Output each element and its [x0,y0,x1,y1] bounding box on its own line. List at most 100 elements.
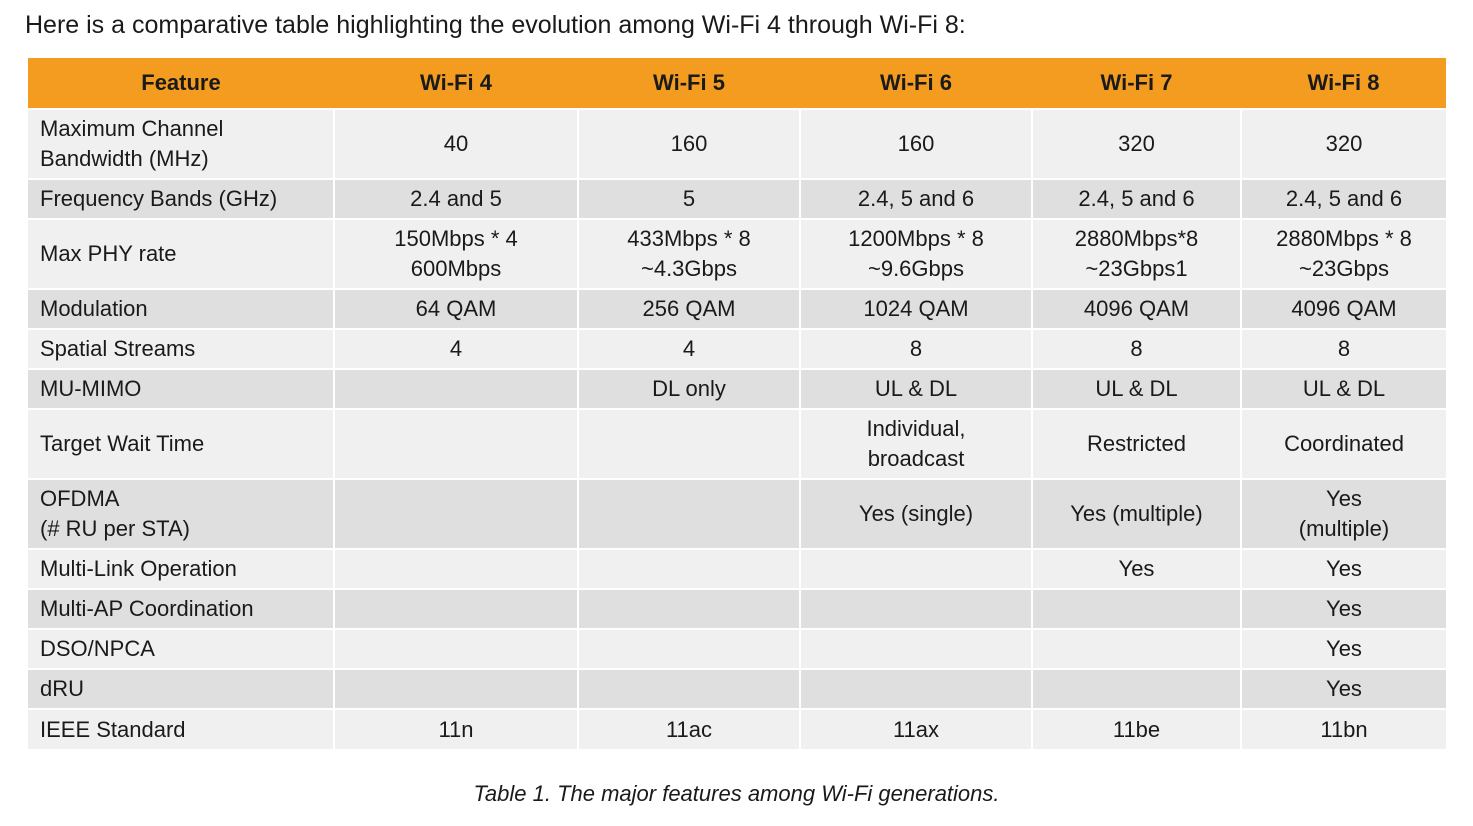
table-row: DSO/NPCA Yes [28,628,1446,669]
cell-wifi7: Restricted [1031,408,1241,479]
cell-wifi6: 1024 QAM [799,288,1032,329]
table-caption: Table 1. The major features among Wi-Fi … [473,781,1000,806]
cell-wifi7: 2880Mbps*8 ~23Gbps1 [1031,218,1241,289]
cell-wifi8: 4096 QAM [1240,288,1446,329]
comparison-table: Feature Wi-Fi 4 Wi-Fi 5 Wi-Fi 6 Wi-Fi 7 … [28,58,1446,749]
table-row: Max PHY rate 150Mbps * 4 600Mbps 433Mbps * … [28,218,1446,289]
cell-feature: Multi-AP Coordination [28,588,334,629]
table-row: Multi-AP Coordination Yes [28,588,1446,629]
cell-wifi4: 4 [333,328,578,369]
cell-wifi7: 2.4, 5 and 6 [1031,178,1241,219]
header-cell-wifi8: Wi-Fi 8 [1241,58,1446,110]
cell-wifi8: Yes [1240,588,1446,629]
cell-wifi4 [333,548,578,589]
cell-feature: dRU [28,668,334,709]
cell-wifi7 [1031,668,1241,709]
cell-wifi7: 8 [1031,328,1241,369]
cell-wifi4 [333,668,578,709]
cell-wifi6: 1200Mbps * 8 ~9.6Gbps [799,218,1032,289]
cell-wifi5 [577,548,800,589]
cell-wifi7 [1031,628,1241,669]
cell-feature: Maximum Channel Bandwidth (MHz) [28,108,334,179]
cell-feature: Modulation [28,288,334,329]
cell-wifi5 [577,588,800,629]
cell-wifi6: UL & DL [799,368,1032,409]
cell-wifi6: Yes (single) [799,478,1032,549]
header-cell-wifi5: Wi-Fi 5 [578,58,800,110]
table-row: Target Wait Time Individual, broadcast Rest… [28,408,1446,479]
table-row: Frequency Bands (GHz) 2.4 and 5 5 2.4, 5 an… [28,178,1446,219]
cell-wifi4 [333,408,578,479]
table-row: MU-MIMO DL only UL & DL UL & DL UL & DL [28,368,1446,409]
cell-wifi5: 11ac [577,708,800,749]
cell-feature: Max PHY rate [28,218,334,289]
cell-wifi5: 5 [577,178,800,219]
cell-feature: Multi-Link Operation [28,548,334,589]
cell-feature: DSO/NPCA [28,628,334,669]
cell-feature: Target Wait Time [28,408,334,479]
table-row: dRU Yes [28,668,1446,709]
cell-wifi7: Yes (multiple) [1031,478,1241,549]
cell-wifi6: Individual, broadcast [799,408,1032,479]
cell-feature: Spatial Streams [28,328,334,369]
cell-wifi5: 433Mbps * 8 ~4.3Gbps [577,218,800,289]
cell-wifi8: Yes (multiple) [1240,478,1446,549]
header-cell-feature: Feature [28,58,334,110]
table-row: Spatial Streams 4 4 8 8 8 [28,328,1446,369]
cell-wifi8: 2.4, 5 and 6 [1240,178,1446,219]
cell-wifi6 [799,548,1032,589]
table-body: Maximum Channel Bandwidth (MHz) 40 160 160 32… [28,108,1446,749]
cell-wifi7: Yes [1031,548,1241,589]
cell-feature: OFDMA (# RU per STA) [28,478,334,549]
cell-wifi7: 320 [1031,108,1241,179]
cell-wifi6 [799,588,1032,629]
cell-wifi7 [1031,588,1241,629]
cell-wifi6 [799,668,1032,709]
cell-wifi8: 320 [1240,108,1446,179]
table-row: Maximum Channel Bandwidth (MHz) 40 160 160 32… [28,108,1446,179]
cell-wifi5: 160 [577,108,800,179]
cell-wifi8: Yes [1240,548,1446,589]
header-cell-wifi6: Wi-Fi 6 [800,58,1032,110]
cell-wifi8: UL & DL [1240,368,1446,409]
table-header-row: Feature Wi-Fi 4 Wi-Fi 5 Wi-Fi 6 Wi-Fi 7 … [28,58,1446,110]
cell-wifi8: 8 [1240,328,1446,369]
cell-wifi5 [577,478,800,549]
header-cell-wifi7: Wi-Fi 7 [1032,58,1241,110]
cell-wifi8: Coordinated [1240,408,1446,479]
cell-wifi5: 256 QAM [577,288,800,329]
cell-wifi4 [333,628,578,669]
cell-wifi8: 11bn [1240,708,1446,749]
cell-wifi4: 40 [333,108,578,179]
cell-wifi4 [333,588,578,629]
header-cell-wifi4: Wi-Fi 4 [334,58,578,110]
cell-wifi5 [577,628,800,669]
cell-wifi5 [577,408,800,479]
cell-wifi4: 11n [333,708,578,749]
cell-wifi4 [333,368,578,409]
cell-wifi4 [333,478,578,549]
cell-wifi6: 2.4, 5 and 6 [799,178,1032,219]
cell-wifi7: 4096 QAM [1031,288,1241,329]
cell-feature: Frequency Bands (GHz) [28,178,334,219]
cell-wifi5: DL only [577,368,800,409]
cell-wifi7: 11be [1031,708,1241,749]
cell-wifi8: Yes [1240,628,1446,669]
cell-feature: MU-MIMO [28,368,334,409]
cell-wifi6: 11ax [799,708,1032,749]
table-row: OFDMA (# RU per STA) Yes (single) Yes (mult… [28,478,1446,549]
cell-wifi6 [799,628,1032,669]
cell-wifi6: 160 [799,108,1032,179]
intro-text: Here is a comparative table highlighting… [25,11,966,39]
cell-wifi8: Yes [1240,668,1446,709]
cell-wifi4: 64 QAM [333,288,578,329]
cell-wifi6: 8 [799,328,1032,369]
cell-wifi5: 4 [577,328,800,369]
cell-wifi5 [577,668,800,709]
cell-wifi7: UL & DL [1031,368,1241,409]
cell-wifi8: 2880Mbps * 8 ~23Gbps [1240,218,1446,289]
table-row: IEEE Standard 11n 11ac 11ax 11be 11bn [28,708,1446,749]
table-row: Modulation 64 QAM 256 QAM 1024 QAM 4096 QAM 4… [28,288,1446,329]
table-row: Multi-Link Operation Yes Yes [28,548,1446,589]
cell-wifi4: 2.4 and 5 [333,178,578,219]
